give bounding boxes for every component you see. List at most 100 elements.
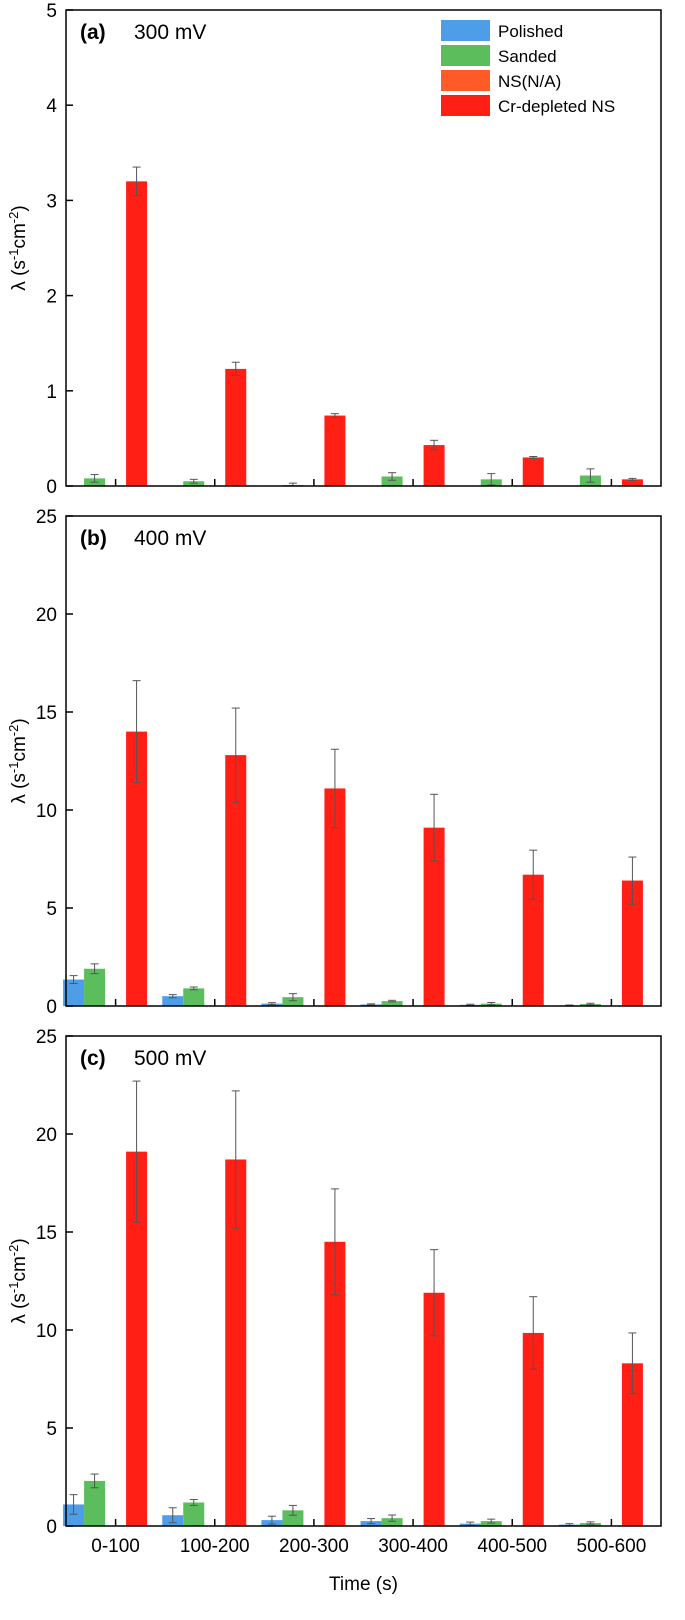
error-bar <box>330 748 339 829</box>
error-bar <box>90 963 99 975</box>
y-axis-title: λ (s-1cm-2) <box>6 205 30 290</box>
bar-cr-depleted-ns-500-600 <box>621 880 643 1006</box>
y-axis-title-main: λ (s <box>9 773 30 804</box>
error-bar <box>69 1494 78 1515</box>
error-bar <box>430 1249 439 1337</box>
y-axis-title-end: ) <box>9 1238 30 1244</box>
panel-c: 0 5 10 15 20 25 λ (s-1cm-2) (c) 500 mV 0-100 100-2… <box>6 1027 662 1595</box>
error-bar <box>231 361 240 377</box>
bar-sanded-300-400 <box>381 1001 403 1006</box>
legend-label: Polished <box>498 22 563 41</box>
panel-tag: (a) <box>80 21 106 44</box>
y-axis-title-sup: -2 <box>6 725 21 737</box>
panel-a: 0 1 2 3 4 5 λ (s-1cm-2) (a) 300 mV <box>6 1 662 498</box>
plot-frame <box>65 9 662 487</box>
bar-polished-100-200 <box>162 996 184 1006</box>
bar-sanded-100-200 <box>183 1502 205 1526</box>
bar-cr-depleted-ns-0-100 <box>126 181 148 487</box>
bar-cr-depleted-ns-500-600 <box>621 479 643 486</box>
error-bar <box>168 994 177 999</box>
bar-polished-0-100 <box>63 1504 85 1526</box>
error-bar <box>189 478 198 484</box>
y-tick-label: 5 <box>46 1419 57 1440</box>
y-axis-title-main: λ (s <box>9 1293 30 1324</box>
error-bar <box>330 1188 339 1296</box>
bar-cr-depleted-ns-100-200 <box>225 755 247 1006</box>
bar-cr-depleted-ns-400-500 <box>522 874 544 1006</box>
error-bar <box>231 1090 240 1229</box>
panel-b: 0 5 10 15 20 25 λ (s-1cm-2) (b) 400 mV <box>6 507 662 1018</box>
error-bar <box>628 1332 637 1395</box>
bar-cr-depleted-ns-400-500 <box>522 457 544 486</box>
error-bar <box>487 1518 496 1524</box>
y-tick-label: 5 <box>46 899 57 920</box>
error-bar <box>430 793 439 862</box>
x-tick-label: 500-600 <box>577 1536 647 1557</box>
error-bar <box>90 1473 99 1489</box>
y-axis-title-sup: -1 <box>6 249 21 261</box>
bar-cr-depleted-ns-200-300 <box>324 415 346 486</box>
y-tick-label: 2 <box>46 287 57 308</box>
bar-cr-depleted-ns-100-200 <box>225 1159 247 1526</box>
y-axis-title-end: ) <box>9 718 30 724</box>
panel-tag: (c) <box>80 1047 106 1070</box>
y-axis-title-sup: -1 <box>6 762 21 774</box>
y-tick-label: 25 <box>36 507 57 528</box>
bar-cr-depleted-ns-400-500 <box>522 1332 544 1526</box>
y-tick-label: 10 <box>36 801 57 822</box>
legend-swatch-polished <box>441 20 490 41</box>
y-tick-label: 3 <box>46 191 57 212</box>
panel-voltage: 400 mV <box>134 527 206 550</box>
x-tick-label: 0-100 <box>91 1536 140 1557</box>
error-bar <box>90 474 99 483</box>
bar-cr-depleted-ns-0-100 <box>126 731 148 1006</box>
bar-polished-0-100 <box>63 979 85 1006</box>
y-tick-label: 0 <box>46 997 57 1018</box>
legend-swatch-sanded <box>441 45 490 66</box>
bar-sanded-300-400 <box>381 1518 403 1526</box>
legend-label: Cr-depleted NS <box>498 97 615 116</box>
bar-sanded-200-300 <box>282 1510 304 1526</box>
x-tick-label: 300-400 <box>378 1536 448 1557</box>
error-bar <box>529 849 538 900</box>
error-bar <box>586 1002 595 1006</box>
y-tick-label: 0 <box>46 1517 57 1538</box>
bar-cr-depleted-ns-300-400 <box>423 827 445 1006</box>
bar-cr-depleted-ns-300-400 <box>423 445 445 486</box>
y-tick-label: 20 <box>36 1125 57 1146</box>
plot-frame <box>65 1035 662 1527</box>
error-bar <box>189 986 198 991</box>
error-bar <box>388 472 397 481</box>
y-tick-label: 5 <box>46 1 57 22</box>
y-axis-title-end: ) <box>9 205 30 211</box>
y-axis-title-sup: -1 <box>6 1282 21 1294</box>
panel-voltage: 300 mV <box>134 21 206 44</box>
error-bar <box>168 1507 177 1524</box>
y-axis-title-mid: cm <box>9 736 30 761</box>
legend: Polished Sanded NS(N/A) Cr-depleted NS <box>441 20 615 116</box>
bar-sanded-300-400 <box>381 476 403 486</box>
error-bar <box>231 707 240 803</box>
error-bar <box>430 439 439 451</box>
y-tick-label: 15 <box>36 703 57 724</box>
error-bar <box>267 1515 276 1525</box>
error-bar <box>586 468 595 483</box>
legend-swatch-cr-depleted-ns <box>441 95 490 116</box>
bar-sanded-200-300 <box>282 997 304 1006</box>
y-axis-title-mid: cm <box>9 1256 30 1281</box>
bar-cr-depleted-ns-200-300 <box>324 1241 346 1526</box>
y-axis-title-mid: cm <box>9 223 30 248</box>
y-tick-label: 0 <box>46 477 57 498</box>
legend-label: Sanded <box>498 47 557 66</box>
y-axis-title-sup: -2 <box>6 1245 21 1257</box>
error-bar <box>367 1518 376 1525</box>
y-axis-title-sup: -2 <box>6 212 21 224</box>
error-bar <box>132 166 141 197</box>
y-tick-label: 4 <box>46 96 57 117</box>
bar-cr-depleted-ns-100-200 <box>225 368 247 486</box>
bar-cr-depleted-ns-500-600 <box>621 1363 643 1526</box>
bar-cr-depleted-ns-200-300 <box>324 788 346 1006</box>
panel-voltage: 500 mV <box>134 1047 206 1070</box>
panel-tag: (b) <box>80 527 107 550</box>
